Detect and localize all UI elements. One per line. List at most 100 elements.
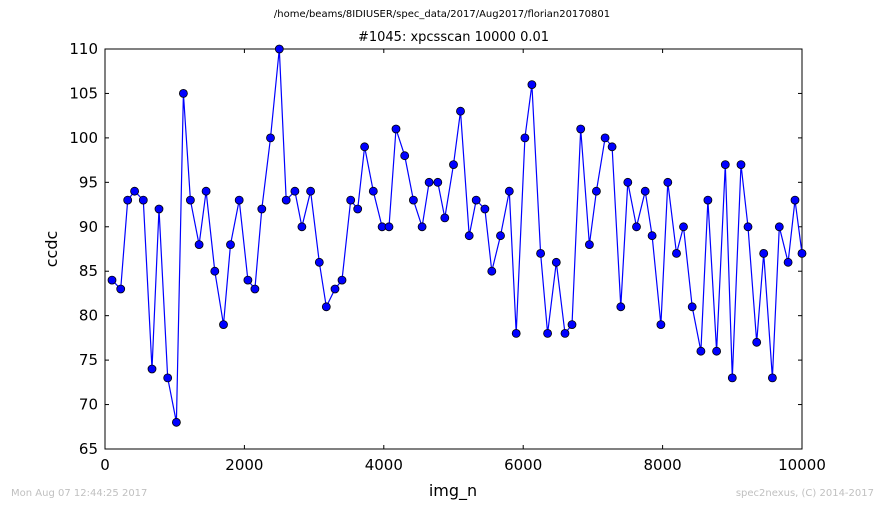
data-point [727, 373, 737, 383]
data-point [551, 257, 561, 267]
data-point [210, 266, 220, 276]
data-point [130, 186, 140, 196]
x-tick-label: 2000 [225, 456, 263, 474]
data-point [266, 133, 275, 143]
tick-labels: 0 2000 4000 6000 8000 10000 65 70 75 80 85 90 95 100 1… [69, 40, 826, 474]
data-point [592, 186, 601, 196]
x-tick-label: 4000 [365, 456, 403, 474]
x-tick-label: 8000 [644, 456, 682, 474]
data-point [234, 195, 244, 205]
y-tick-label: 110 [69, 40, 98, 58]
data-point [752, 337, 762, 347]
data-point [440, 213, 450, 223]
y-tick-label: 105 [69, 84, 98, 102]
timestamp: Mon Aug 07 12:44:25 2017 [11, 488, 148, 499]
data-point [632, 222, 641, 232]
data-point [471, 195, 481, 205]
data-point [314, 257, 324, 267]
data-point [400, 151, 410, 161]
data-point [647, 231, 657, 241]
data-point [201, 186, 211, 196]
data-point [123, 195, 133, 205]
data-point [194, 240, 204, 250]
y-tick-label: 85 [79, 262, 98, 280]
chart-title: #1045: xpcsscan 10000 0.01 [357, 30, 550, 45]
data-point [178, 89, 188, 98]
data-point [321, 302, 331, 312]
data-point [417, 222, 427, 232]
data-point [672, 248, 681, 258]
data-point [243, 275, 253, 285]
data-point [567, 320, 577, 330]
x-axis-label: img_n [429, 481, 477, 501]
data-point [290, 186, 300, 196]
series-line [111, 48, 803, 423]
data-point [274, 44, 284, 54]
data-point [600, 133, 610, 143]
data-point [346, 195, 356, 205]
data-point [138, 195, 148, 205]
data-point [353, 204, 363, 214]
data-point [163, 373, 173, 383]
data-point [759, 248, 769, 258]
data-point [306, 186, 316, 196]
data-point [456, 106, 465, 116]
data-point [504, 186, 514, 196]
data-point [616, 302, 626, 312]
data-point [487, 266, 497, 276]
data-point [496, 231, 505, 241]
data-point [527, 80, 537, 89]
data-point [147, 364, 157, 374]
data-point [687, 302, 697, 312]
data-point [696, 346, 706, 356]
data-point [768, 373, 777, 383]
data-point [360, 142, 370, 152]
data-point [663, 177, 673, 187]
data-point [656, 320, 666, 330]
data-point [391, 124, 401, 134]
y-axis-label: ccdc [42, 231, 61, 268]
x-tick-label: 0 [100, 456, 110, 474]
x-tick-label: 6000 [504, 456, 542, 474]
data-point [171, 417, 181, 427]
data-point [607, 142, 617, 152]
axis-ticks [104, 48, 803, 450]
data-point [297, 222, 307, 232]
data-markers [107, 44, 807, 427]
plot-frame [104, 48, 803, 450]
data-point [536, 248, 545, 258]
data-point [783, 257, 793, 267]
data-point [384, 222, 394, 232]
x-tick-label: 10000 [778, 456, 826, 474]
data-point [107, 275, 117, 285]
data-point [219, 320, 228, 330]
y-tick-label: 70 [79, 396, 98, 414]
data-point [330, 284, 340, 294]
data-point [640, 186, 650, 196]
data-point [433, 177, 443, 187]
data-point [703, 195, 713, 205]
data-point [712, 346, 721, 356]
data-point [585, 240, 594, 250]
y-tick-label: 95 [79, 173, 98, 191]
data-point [424, 177, 434, 187]
data-point [464, 231, 474, 241]
data-point [449, 160, 458, 170]
credit-text: spec2nexus, (C) 2014-2017 [735, 488, 874, 499]
data-point [257, 204, 267, 214]
data-point [679, 222, 688, 232]
y-tick-label: 100 [69, 129, 98, 147]
data-file-path: /home/beams/8IDIUSER/spec_data/2017/Aug2… [273, 9, 611, 20]
data-point [480, 204, 490, 214]
data-point [337, 275, 347, 285]
data-point [743, 222, 753, 232]
data-point [576, 124, 586, 134]
y-tick-label: 90 [79, 218, 98, 236]
data-point [774, 222, 784, 232]
y-tick-label: 75 [79, 351, 98, 369]
data-point [368, 186, 378, 196]
data-point [623, 177, 633, 187]
data-point [116, 284, 126, 294]
data-point [226, 240, 235, 250]
